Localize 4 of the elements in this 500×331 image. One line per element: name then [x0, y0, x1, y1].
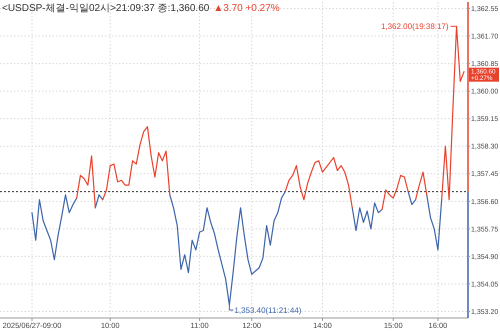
- annotation: 1,362.00(19:38:17): [380, 22, 449, 32]
- chart-subtitle: ▲3.70 +0.27%: [213, 3, 280, 14]
- annotation: 1,353.40(11:21:44): [234, 306, 302, 315]
- chart-title: <USDSP-체결-익일02시>21:09:37 종:1,360.60: [2, 3, 210, 14]
